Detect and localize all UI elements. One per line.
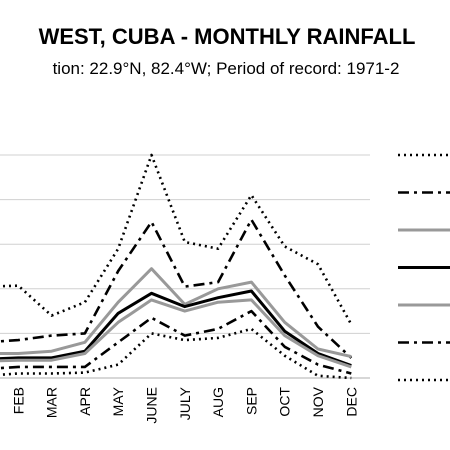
x-tick-label: AUG [210,387,226,417]
legend [398,153,450,382]
series-line [0,309,352,375]
x-tick-label: MAY [110,386,126,416]
x-tick-label: JUNE [144,387,160,424]
gridlines [0,154,370,379]
x-tick-label: MAR [44,387,60,418]
x-tick-label: JULY [177,386,193,420]
x-tick-label: SEP [243,387,259,415]
series-layer [0,153,353,380]
chart-subtitle: tion: 22.9°N, 82.4°W; Period of record: … [53,59,400,78]
series-line [0,267,352,359]
x-tick-label: DEC [343,387,359,417]
x-tick-label: NOV [310,386,326,417]
series-line [0,153,353,326]
series-line [0,289,352,367]
series-line [0,327,352,380]
x-axis-ticks: FEB MAR APR MAY JUNE JULY AUG SEP OCT NOV DEC [10,386,359,423]
x-tick-label: OCT [277,387,293,417]
chart-title: WEST, CUBA - MONTHLY RAINFALL [39,24,416,49]
series-line [0,298,352,369]
x-tick-label: APR [77,387,93,416]
x-tick-label: FEB [10,387,26,414]
series-line [0,218,353,359]
